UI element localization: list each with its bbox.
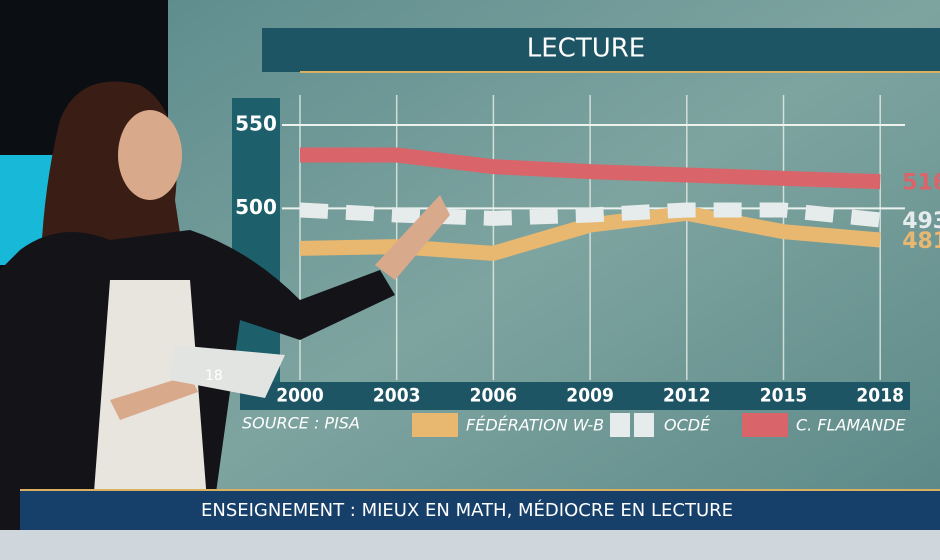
legend-swatch <box>610 413 630 437</box>
x-tick-label: 2006 <box>470 385 518 407</box>
card-text: 18 <box>205 368 223 384</box>
presenter: 18 <box>0 81 450 560</box>
legend-label: FÉDÉRATION W-B <box>466 416 604 435</box>
x-axis-band <box>240 382 910 410</box>
x-tick-label: 2003 <box>373 385 421 407</box>
series-line <box>299 202 881 228</box>
legend: C. FLAMANDE FÉDÉRATION W-B OCDÉ <box>412 413 906 437</box>
legend-label: C. FLAMANDE <box>796 416 906 435</box>
legend-swatch <box>634 413 654 437</box>
legend-swatch <box>412 413 458 437</box>
y-axis-band <box>232 98 280 383</box>
x-tick-label: 2015 <box>760 385 808 407</box>
x-tick-label: 2009 <box>566 385 614 407</box>
ticker-band <box>20 490 940 530</box>
series-line <box>300 147 881 190</box>
x-tick-label: 2000 <box>276 385 324 407</box>
chart-title: LECTURE <box>527 34 645 64</box>
end-label: 481 <box>902 229 940 254</box>
legend-label: OCDÉ <box>664 416 711 435</box>
y-tick-label: 550 <box>235 112 277 136</box>
x-tick-label: 2012 <box>663 385 711 407</box>
title-band <box>262 28 940 72</box>
y-tick-label: 500 <box>235 195 277 219</box>
x-tick-label: 2018 <box>856 385 904 407</box>
end-label: 516 <box>902 171 940 196</box>
source: SOURCE : PISA <box>242 414 360 433</box>
end-label: 493 <box>902 209 940 234</box>
ticker-base <box>0 530 940 560</box>
legend-swatch <box>742 413 788 437</box>
ticker: ENSEIGNEMENT : MIEUX EN MATH, MÉDIOCRE E… <box>201 499 733 521</box>
